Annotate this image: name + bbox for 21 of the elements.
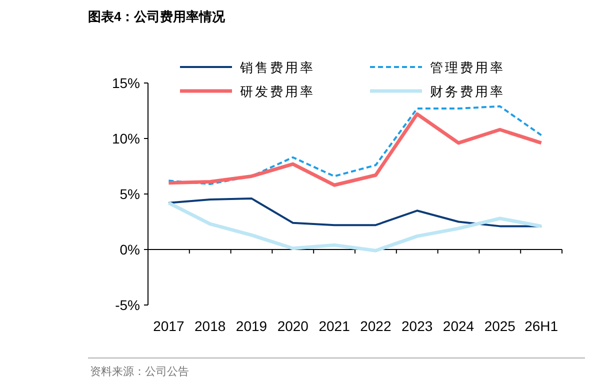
legend-label: 财务费用率 (430, 84, 505, 99)
x-tick-label: 2021 (318, 318, 350, 334)
y-tick-label: 10% (112, 130, 140, 146)
y-tick-label: 5% (120, 186, 140, 202)
x-tick-label: 2024 (442, 318, 474, 334)
x-tick-label: 2018 (194, 318, 226, 334)
x-tick-label: 2020 (277, 318, 309, 334)
chart-title: 图表4：公司费用率情况 (88, 9, 226, 24)
x-tick-label: 2025 (484, 318, 516, 334)
legend-label: 管理费用率 (430, 60, 505, 75)
legend-label: 研发费用率 (240, 84, 315, 99)
x-tick-label: 2019 (236, 318, 268, 334)
text: 资料来源：公司公告 (90, 365, 189, 378)
y-tick-label: 15% (112, 75, 140, 91)
legend-label: 销售费用率 (239, 60, 315, 75)
x-tick-label: 2023 (402, 318, 433, 334)
x-tick-label: 2017 (153, 318, 184, 334)
y-tick-label: 0% (120, 242, 140, 258)
x-tick-label: 2022 (360, 318, 392, 334)
x-tick-label: 26H1 (524, 318, 558, 334)
y-tick-label: -5% (115, 297, 140, 313)
